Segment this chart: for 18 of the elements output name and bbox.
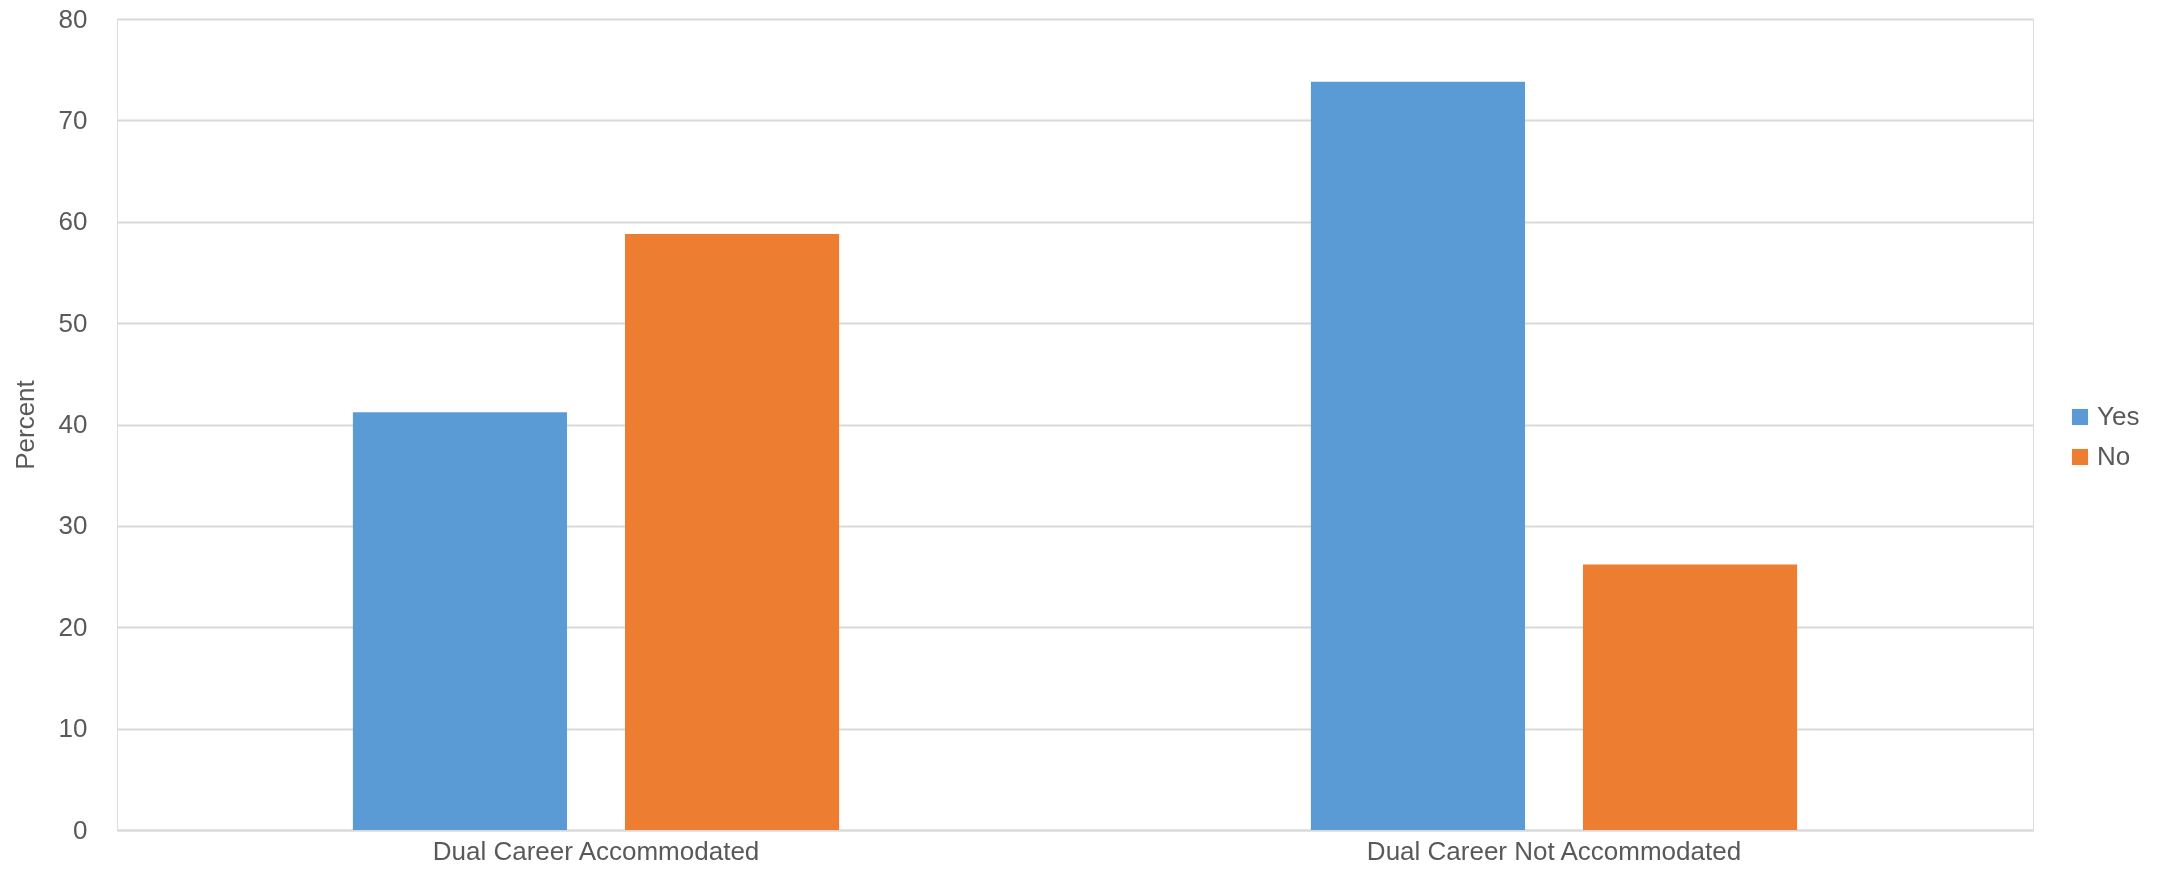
- y-tick-label: 70: [58, 104, 88, 135]
- legend-label: No: [2097, 441, 2131, 471]
- x-tick-label: Dual Career Accommodated: [432, 835, 760, 866]
- bar: [1310, 81, 1526, 830]
- y-tick-label: 10: [58, 713, 88, 744]
- y-tick-label: 80: [58, 3, 88, 34]
- y-tick-label: 60: [58, 206, 88, 237]
- legend-label: Yes: [2097, 401, 2140, 431]
- bar: [352, 412, 568, 830]
- y-axis-title: Percent: [9, 379, 40, 470]
- y-tick-label: 30: [58, 510, 88, 541]
- y-tick-label: 0: [73, 814, 88, 845]
- bar: [624, 233, 840, 830]
- y-tick-label: 50: [58, 307, 88, 338]
- y-tick-label: 40: [58, 409, 88, 439]
- y-tick-label: 20: [58, 611, 88, 642]
- bar: [1582, 564, 1798, 830]
- x-tick-label: Dual Career Not Accommodated: [1366, 835, 1742, 866]
